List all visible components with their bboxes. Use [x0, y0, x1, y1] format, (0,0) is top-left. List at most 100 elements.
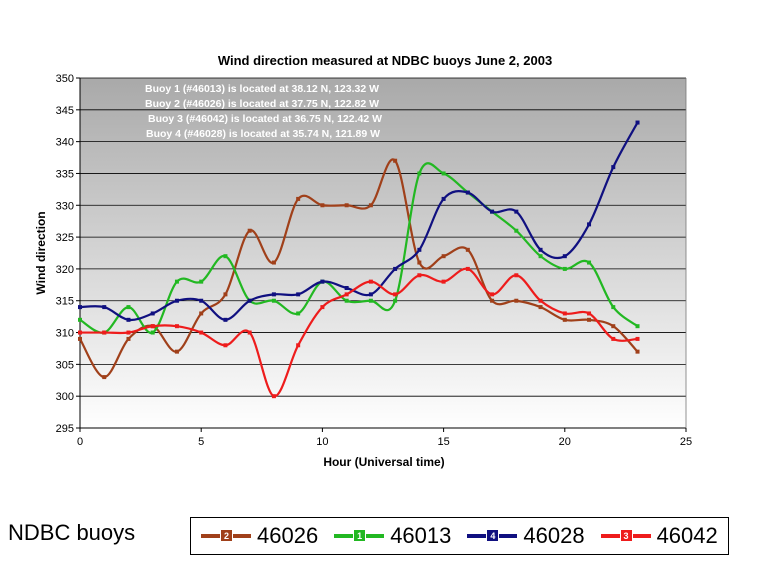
- data-point: [635, 336, 640, 341]
- data-point: [587, 260, 592, 265]
- data-point: [490, 209, 495, 214]
- data-point: [417, 247, 422, 252]
- data-point: [441, 254, 446, 259]
- data-point: [344, 203, 349, 208]
- data-point: [562, 317, 567, 322]
- data-point: [368, 279, 373, 284]
- legend-badge: 4: [486, 529, 500, 542]
- legend-item-46013: 1 46013: [334, 523, 451, 549]
- data-point: [393, 292, 398, 297]
- data-point: [223, 292, 228, 297]
- y-tick-label: 325: [56, 232, 74, 244]
- data-point: [174, 279, 179, 284]
- legend-swatch: 1: [334, 527, 385, 545]
- data-point: [562, 254, 567, 259]
- data-point: [635, 349, 640, 354]
- buoy-location-note: Buoy 1 (#46013) is located at 38.12 N, 1…: [145, 83, 379, 95]
- data-point: [223, 317, 228, 322]
- data-point: [126, 336, 131, 341]
- data-point: [271, 292, 276, 297]
- data-point: [320, 203, 325, 208]
- gridlines: [80, 77, 686, 397]
- data-point: [174, 324, 179, 329]
- data-point: [514, 228, 519, 233]
- data-point: [635, 324, 640, 329]
- data-point: [587, 317, 592, 322]
- data-point: [587, 311, 592, 316]
- data-point: [514, 273, 519, 278]
- data-point: [296, 292, 301, 297]
- legend-badge: 3: [619, 529, 633, 542]
- data-point: [271, 298, 276, 303]
- data-point: [611, 336, 616, 341]
- data-point: [514, 209, 519, 214]
- data-point: [102, 375, 107, 380]
- y-axis-label: Wind direction: [34, 211, 48, 294]
- y-tick-label: 330: [56, 200, 74, 212]
- data-point: [344, 298, 349, 303]
- buoy-location-notes: Buoy 1 (#46013) is located at 38.12 N, 1…: [145, 83, 382, 140]
- legend-item-46026: 2 46026: [201, 523, 318, 549]
- data-point: [296, 196, 301, 201]
- data-point: [126, 305, 131, 310]
- data-point: [368, 203, 373, 208]
- data-point: [441, 279, 446, 284]
- y-tick-label: 295: [56, 423, 74, 435]
- data-point: [417, 273, 422, 278]
- data-point: [611, 165, 616, 170]
- data-series: [78, 120, 640, 399]
- data-point: [320, 305, 325, 310]
- data-point: [538, 254, 543, 259]
- data-point: [465, 190, 470, 195]
- data-point: [368, 298, 373, 303]
- legend-swatch: 4: [467, 527, 518, 545]
- y-tick-label: 335: [56, 168, 74, 180]
- data-point: [393, 158, 398, 163]
- buoy-location-note: Buoy 3 (#46042) is located at 36.75 N, 1…: [148, 113, 382, 125]
- series-line: [79, 122, 639, 322]
- data-point: [344, 292, 349, 297]
- data-point: [611, 324, 616, 329]
- legend-item-46028: 4 46028: [467, 523, 585, 549]
- axes: 295 300 305 310 315 320 325 330 335 340 345 350 0 5 10…: [56, 73, 692, 448]
- legend-swatch: 2: [201, 527, 251, 545]
- data-point: [78, 336, 82, 341]
- data-point: [223, 254, 228, 259]
- data-point: [320, 279, 325, 284]
- data-point: [247, 228, 252, 233]
- legend-title: NDBC buoys: [8, 520, 136, 545]
- chart-title: Wind direction measured at NDBC buoys Ju…: [218, 53, 552, 68]
- data-point: [150, 311, 155, 316]
- buoy-location-note: Buoy 2 (#46026) is located at 37.75 N, 1…: [145, 98, 379, 110]
- data-point: [393, 266, 398, 271]
- buoy-location-note: Buoy 4 (#46028) is located at 35.74 N, 1…: [146, 128, 380, 140]
- legend-badge: 2: [220, 529, 233, 542]
- series-46042: [78, 266, 640, 399]
- data-point: [465, 266, 470, 271]
- legend: 2 46026 1 46013 4 46028 3 46042: [190, 517, 729, 555]
- series-46013: [78, 162, 640, 335]
- x-tick-label: 15: [437, 436, 449, 448]
- x-tick-label: 10: [316, 436, 328, 448]
- data-point: [102, 330, 107, 335]
- data-point: [490, 292, 495, 297]
- legend-swatch: 3: [600, 527, 651, 545]
- series-46028: [78, 120, 640, 322]
- data-point: [78, 330, 82, 335]
- data-point: [223, 343, 228, 348]
- data-point: [271, 260, 276, 265]
- x-tick-label: 5: [198, 436, 204, 448]
- data-point: [247, 298, 252, 303]
- y-tick-label: 300: [56, 391, 74, 403]
- data-point: [150, 324, 155, 329]
- data-point: [417, 171, 422, 176]
- data-point: [562, 266, 567, 271]
- data-point: [393, 298, 398, 303]
- data-point: [102, 305, 107, 310]
- data-point: [441, 196, 446, 201]
- data-point: [441, 171, 446, 176]
- data-point: [587, 222, 592, 227]
- data-point: [296, 311, 301, 316]
- data-point: [199, 279, 204, 284]
- legend-item-46042: 3 46042: [600, 523, 718, 549]
